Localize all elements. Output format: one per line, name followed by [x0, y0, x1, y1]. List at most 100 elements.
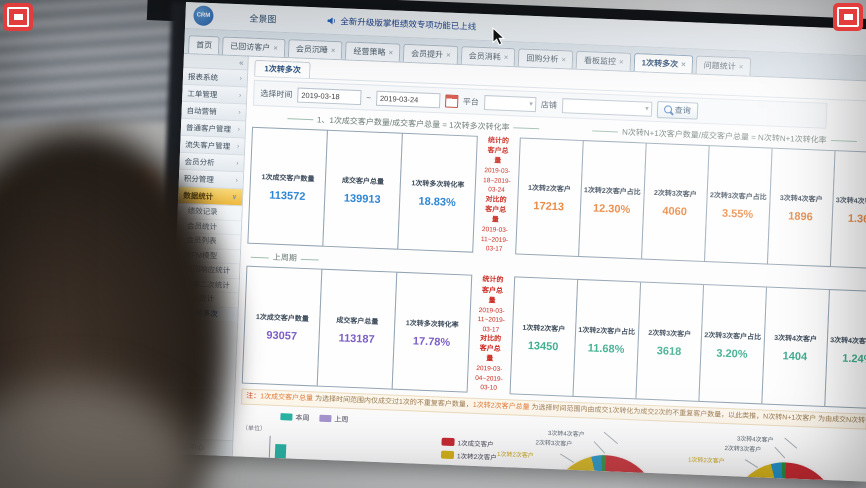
- stat-cell: 1次转2次客户 13450: [509, 276, 578, 397]
- tab-1次转多次[interactable]: 1次转多次 ×: [633, 53, 694, 74]
- menu-overview[interactable]: 全景图: [249, 13, 277, 25]
- stat-value: 1.24%: [842, 352, 866, 366]
- stat-cell: 3次转4次客户 1896: [766, 147, 836, 268]
- y-tick-label: 120,000: [242, 458, 265, 465]
- section1-left-table: 1次成交客户数量 113572 成交客户总量 139913 1次转多次转化率 18.83%: [247, 126, 478, 254]
- callout-line: [559, 453, 575, 463]
- top-bar: CRM 全景图 全新升级版掌柜绩效专项功能已上线: [184, 2, 866, 58]
- tab-已回访客户[interactable]: 已回访客户 ×: [221, 36, 286, 57]
- tab-close-icon[interactable]: ×: [618, 56, 624, 67]
- pie2-circle: [727, 460, 840, 482]
- pie-legend-item-2次转3次客户[interactable]: 2次转3次客户: [440, 463, 496, 476]
- pie-callout-1次转2次客户: 1次转2次客户: [496, 451, 534, 460]
- tab-会员沉睡[interactable]: 会员沉睡 ×: [287, 39, 343, 60]
- megaphone-icon: [327, 17, 335, 25]
- sidebar-collapse-icon[interactable]: «: [238, 58, 244, 68]
- chevron-icon: ›: [239, 74, 243, 82]
- tab-close-icon[interactable]: ×: [445, 49, 451, 60]
- stat-value: 17.78%: [412, 334, 451, 349]
- tab-会员消耗[interactable]: 会员消耗 ×: [460, 46, 516, 67]
- stat-value: 3.55%: [721, 207, 754, 222]
- stat-value: 13450: [527, 339, 559, 353]
- platform-select[interactable]: ▾: [483, 94, 537, 112]
- tab-经营策略[interactable]: 经营策略 ×: [345, 41, 401, 62]
- bar-group-客户总量: [270, 443, 298, 482]
- sidebar-group-label: 积分管理: [183, 173, 215, 184]
- pie-chart-last-week: 1次成交客户1次转2次客户2次转3次客户3次转4次客户: [668, 428, 866, 482]
- legend-item-上周[interactable]: 上周: [319, 413, 348, 424]
- stat-cell: 2次转3次客户占比 3.20%: [698, 284, 767, 405]
- callout-line: [603, 431, 619, 444]
- tab-close-icon[interactable]: ×: [330, 45, 336, 55]
- section1-period-note: 统计的客户总量 2019-03-18~2019-03-24 对比的客户总量 2019…: [480, 137, 511, 253]
- legend-label: 本周: [295, 414, 310, 423]
- legend-swatch: [440, 450, 455, 460]
- tab-会员提升[interactable]: 会员提升 ×: [402, 43, 459, 64]
- stat-cell: 2次转3次客户占比 3.55%: [703, 145, 773, 265]
- announcement-text: 全新升级版掌柜绩效专项功能已上线: [340, 16, 477, 32]
- stat-value: 11.68%: [587, 341, 625, 356]
- date-separator: ~: [366, 92, 372, 102]
- pie-legend-item-3次转4次客户[interactable]: 3次转4次客户: [439, 477, 496, 482]
- chevron-icon: ›: [237, 125, 241, 133]
- shop-select[interactable]: ▾: [561, 97, 653, 117]
- announcement-bar[interactable]: 全新升级版掌柜绩效专项功能已上线: [326, 15, 476, 33]
- tab-close-icon[interactable]: ×: [561, 54, 567, 64]
- calendar-icon[interactable]: [444, 93, 459, 108]
- stat-value: 1896: [788, 210, 813, 224]
- bar-y-label: （单位）: [241, 425, 267, 433]
- stat-value: 4060: [662, 205, 688, 219]
- pie-callout-2次转3次客户: 2次转3次客户: [724, 445, 762, 454]
- tab-label: 问题统计: [703, 60, 736, 72]
- subtab-current[interactable]: 1次转多次: [254, 59, 312, 79]
- stat-label: 成交客户总量: [336, 316, 379, 326]
- search-button[interactable]: 查询: [656, 100, 699, 120]
- chevron-icon: ∨: [231, 193, 238, 202]
- legend-swatch: [319, 415, 332, 423]
- tab-问题统计[interactable]: 问题统计 ×: [695, 55, 751, 76]
- date-to-input[interactable]: [375, 90, 441, 108]
- tab-label: 首页: [196, 40, 213, 51]
- tab-回购分析[interactable]: 回购分析 ×: [518, 48, 574, 69]
- pie-legend-item-1次成交客户[interactable]: 1次成交客户: [441, 436, 497, 448]
- legend-label: 上周: [334, 416, 349, 424]
- date-from-input[interactable]: [297, 87, 362, 105]
- stat-value: 12.30%: [592, 202, 631, 217]
- pie-callout-3次转4次客户: 3次转4次客户: [736, 436, 774, 444]
- stat-label: 1次转多次转化率: [405, 319, 459, 329]
- tab-close-icon[interactable]: ×: [738, 61, 744, 71]
- stat-label: 2次转3次客户: [653, 190, 697, 199]
- tab-close-icon[interactable]: ×: [503, 52, 509, 62]
- section2-right-table: 1次转2次客户 13450 1次转2次客户占比 11.68% 2次转3次客户 3618 2次…: [509, 276, 866, 410]
- stat-value: 113572: [268, 189, 306, 204]
- tab-label: 1次转多次: [641, 58, 679, 69]
- search-button-label: 查询: [674, 105, 691, 115]
- stat-cell: 1次转2次客户占比 11.68%: [572, 279, 641, 400]
- tab-首页[interactable]: 首页: [187, 35, 220, 55]
- date-label: 选择时间: [260, 88, 293, 99]
- monitor-screen: CRM 全景图 全新升级版掌柜绩效专项功能已上线 首页 已回访客户 × 会员沉睡 × 经营…: [167, 2, 866, 482]
- pie-legend-item-1次转2次客户[interactable]: 1次转2次客户: [440, 450, 497, 462]
- tab-close-icon[interactable]: ×: [273, 43, 279, 53]
- tab-label: 回购分析: [526, 53, 559, 64]
- stat-label: 3次转4次客户占比: [835, 197, 866, 207]
- watermark-logo-left: [3, 3, 33, 31]
- search-icon: [663, 105, 672, 114]
- chevron-icon: ›: [236, 142, 240, 150]
- pie-callout-3次转4次客户: 3次转4次客户: [547, 430, 585, 439]
- note-segment: 1次转2次客户总量: [472, 401, 530, 411]
- stat-value: 18.83%: [418, 195, 457, 210]
- tab-label: 会员提升: [410, 49, 444, 60]
- stat-cell: 1次转2次客户 17213: [514, 137, 584, 258]
- tab-close-icon[interactable]: ×: [680, 59, 686, 69]
- stat-value: 93057: [266, 329, 298, 343]
- tab-看板监控[interactable]: 看板监控 ×: [575, 50, 632, 71]
- bar-plot: [264, 435, 433, 482]
- stat-label: 1次转多次转化率: [411, 180, 465, 190]
- tab-close-icon[interactable]: ×: [388, 47, 394, 57]
- sidebar-group-label: 流失客户管理: [185, 139, 231, 151]
- stat-value: 17213: [533, 200, 565, 214]
- stat-label: 成交客户总量: [341, 177, 385, 187]
- legend-item-本周[interactable]: 本周: [280, 412, 310, 423]
